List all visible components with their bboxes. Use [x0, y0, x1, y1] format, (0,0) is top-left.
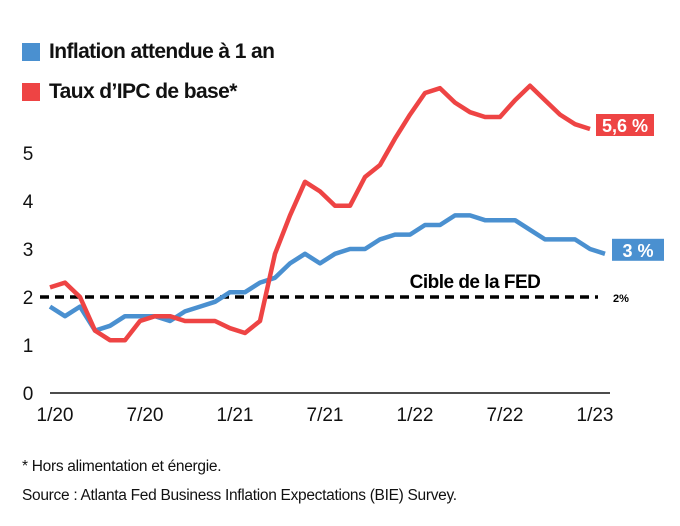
- x-tick-label: 7/21: [307, 405, 344, 426]
- expected-inflation-line: [48, 213, 606, 333]
- x-tick-label: 1/23: [577, 405, 614, 426]
- x-tick-label: 7/22: [487, 405, 524, 426]
- end-label-box: [612, 238, 664, 261]
- end-value-label: 3 %: [622, 241, 653, 261]
- y-tick-label: 2: [23, 288, 34, 309]
- legend-item-expected-inflation: Inflation attendue à 1 an: [22, 40, 275, 64]
- end-label-box: [596, 114, 654, 136]
- legend-item-core-cpi: Taux d’IPC de base*: [22, 80, 237, 104]
- y-tick-label: 4: [23, 192, 34, 213]
- fed-target-label: Cible de la FED: [410, 272, 541, 293]
- legend-swatch-red: [22, 83, 40, 101]
- legend-label: Inflation attendue à 1 an: [49, 40, 275, 63]
- x-tick-label: 1/21: [217, 405, 254, 426]
- y-tick-label: 0: [23, 384, 34, 405]
- source-note: Source : Atlanta Fed Business Inflation …: [22, 487, 457, 504]
- legend-swatch-blue: [22, 43, 40, 61]
- fed-target-value-label: 2%: [613, 293, 629, 305]
- y-tick-label: 5: [23, 144, 34, 165]
- x-tick-label: 1/20: [37, 405, 74, 426]
- core-cpi-line: [49, 83, 591, 343]
- legend-label: Taux d’IPC de base*: [49, 80, 237, 103]
- x-tick-label: 7/20: [127, 405, 164, 426]
- end-value-label: 5,6 %: [602, 116, 648, 136]
- x-tick-label: 1/22: [397, 405, 434, 426]
- y-tick-label: 3: [23, 240, 34, 261]
- y-tick-label: 1: [23, 336, 34, 357]
- footnote: * Hors alimentation et énergie.: [22, 458, 222, 475]
